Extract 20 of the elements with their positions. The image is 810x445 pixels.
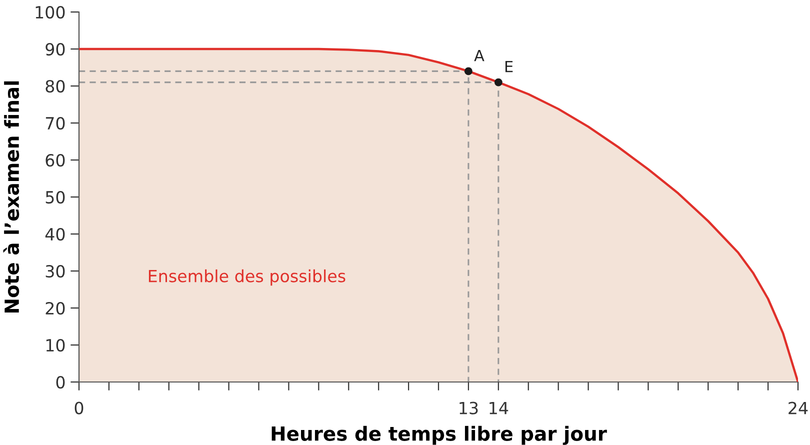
y-tick-label: 90 [46,42,65,56]
y-tick-label: 70 [46,116,65,130]
y-tick-label: 80 [46,80,65,93]
y-tick-label: 30 [46,264,65,278]
x-tick-label: 13 [460,402,478,414]
y-tick-label: 0 [56,376,65,389]
y-tick-label: 100 [36,6,65,19]
y-tick-label: 10 [46,338,65,352]
y-axis-title: Note à l’examen final [3,81,20,312]
x-tick-label: 24 [788,402,808,414]
y-tick-label: 60 [46,154,65,167]
annotation: A [474,50,484,62]
annotation: Ensemble des possibles [148,269,346,286]
x-axis-title: Heures de temps libre par jour [272,426,607,445]
y-tick-label: 40 [45,228,65,241]
x-tick-label: 14 [490,402,508,414]
x-tick-label: 0 [74,402,84,414]
y-tick-label: 20 [46,302,65,315]
annotation: E [505,61,513,72]
y-tick-label: 50 [46,190,65,204]
